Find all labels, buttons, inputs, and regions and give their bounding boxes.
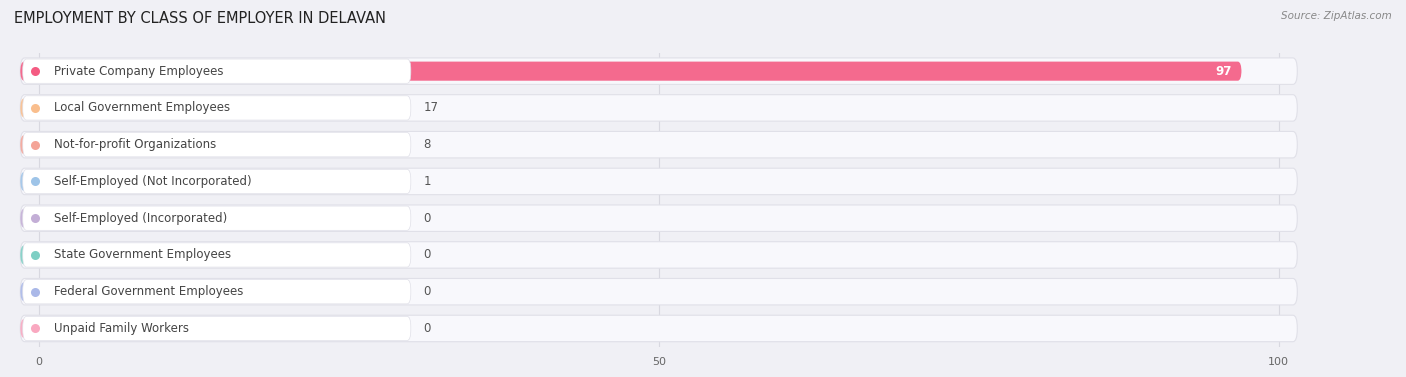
- FancyBboxPatch shape: [20, 95, 1298, 121]
- Text: 0: 0: [423, 322, 430, 335]
- FancyBboxPatch shape: [20, 279, 1298, 305]
- FancyBboxPatch shape: [20, 319, 41, 338]
- Text: Unpaid Family Workers: Unpaid Family Workers: [53, 322, 188, 335]
- FancyBboxPatch shape: [20, 132, 1298, 158]
- FancyBboxPatch shape: [22, 96, 411, 120]
- FancyBboxPatch shape: [20, 205, 1298, 231]
- FancyBboxPatch shape: [20, 135, 138, 154]
- FancyBboxPatch shape: [20, 282, 41, 301]
- FancyBboxPatch shape: [20, 168, 1298, 195]
- FancyBboxPatch shape: [22, 206, 411, 230]
- FancyBboxPatch shape: [22, 280, 411, 304]
- Text: Federal Government Employees: Federal Government Employees: [53, 285, 243, 298]
- Text: Self-Employed (Incorporated): Self-Employed (Incorporated): [53, 212, 226, 225]
- Text: Source: ZipAtlas.com: Source: ZipAtlas.com: [1281, 11, 1392, 21]
- Text: Local Government Employees: Local Government Employees: [53, 101, 229, 114]
- FancyBboxPatch shape: [20, 172, 51, 191]
- Text: 0: 0: [423, 285, 430, 298]
- FancyBboxPatch shape: [20, 315, 1298, 342]
- FancyBboxPatch shape: [22, 316, 411, 340]
- Text: Self-Employed (Not Incorporated): Self-Employed (Not Incorporated): [53, 175, 252, 188]
- FancyBboxPatch shape: [22, 169, 411, 193]
- Text: Private Company Employees: Private Company Employees: [53, 65, 224, 78]
- Text: 8: 8: [423, 138, 430, 151]
- Text: 1: 1: [423, 175, 430, 188]
- FancyBboxPatch shape: [20, 208, 41, 228]
- FancyBboxPatch shape: [22, 59, 411, 83]
- FancyBboxPatch shape: [20, 245, 41, 265]
- FancyBboxPatch shape: [20, 98, 250, 118]
- FancyBboxPatch shape: [20, 58, 1298, 84]
- FancyBboxPatch shape: [22, 133, 411, 157]
- Text: 0: 0: [423, 248, 430, 261]
- Text: 0: 0: [423, 212, 430, 225]
- FancyBboxPatch shape: [20, 61, 1241, 81]
- Text: 97: 97: [1215, 65, 1232, 78]
- Text: 17: 17: [423, 101, 439, 114]
- Text: EMPLOYMENT BY CLASS OF EMPLOYER IN DELAVAN: EMPLOYMENT BY CLASS OF EMPLOYER IN DELAV…: [14, 11, 387, 26]
- Text: State Government Employees: State Government Employees: [53, 248, 231, 261]
- FancyBboxPatch shape: [20, 242, 1298, 268]
- Text: Not-for-profit Organizations: Not-for-profit Organizations: [53, 138, 217, 151]
- FancyBboxPatch shape: [22, 243, 411, 267]
